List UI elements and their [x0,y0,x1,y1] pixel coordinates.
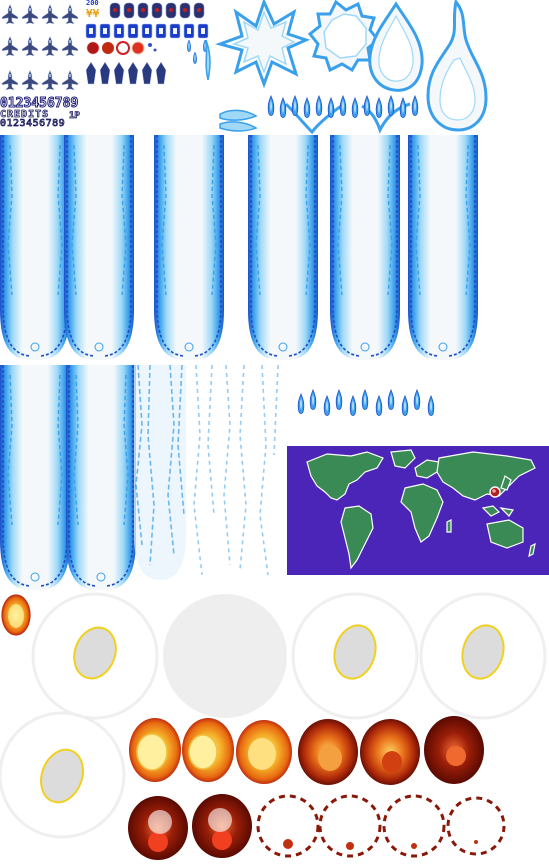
world-map-icon [287,446,549,575]
explosion-sprite-sheet [0,590,549,868]
score-popup: 200 [86,0,99,7]
credits-label: CREDITS [0,109,50,120]
jet-sprite-icon [1,3,79,91]
fireball-sprite-sheet [196,0,549,135]
bomb-icon [86,41,157,55]
beam-sprite-icon [0,135,479,361]
digits-large-font: 0123456789 [0,96,79,111]
flame-shard-row [292,388,442,428]
fireball-icon [205,0,488,135]
jet-sprite-sheet [0,0,84,95]
beam-sprite-icon [0,365,279,591]
world-map [287,446,549,575]
digits-small-font: 0123456789 [0,118,66,129]
beam-row-2 [0,365,290,595]
flame-shard-icon [297,389,435,416]
beam-row-1 [0,135,480,365]
player-label: 1P [69,111,81,122]
explosion-sprite-icon [0,592,547,860]
powerup-sprite-sheet [84,0,216,95]
powerup-icon [85,2,209,85]
bonus-glyphs: ¥¥ [86,7,100,20]
